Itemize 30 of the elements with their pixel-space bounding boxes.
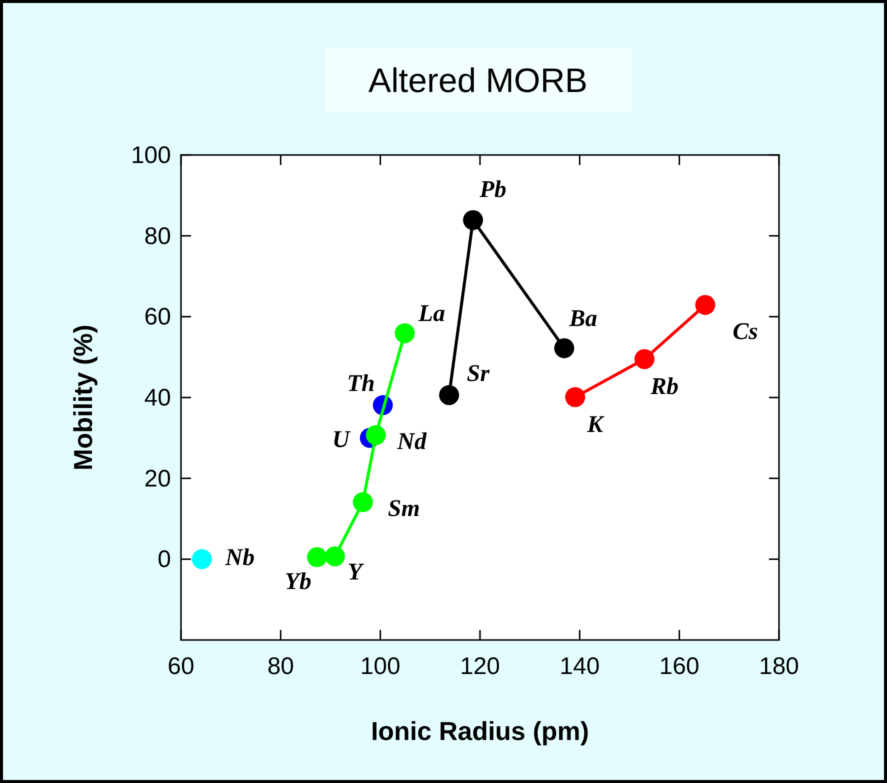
annotation: Ba xyxy=(568,306,598,332)
y-tick-label: 20 xyxy=(144,465,171,492)
annotation: La xyxy=(417,301,446,328)
y-tick-label: 100 xyxy=(130,142,171,169)
annotation: Rb xyxy=(649,374,678,400)
x-tick-label: 100 xyxy=(360,653,400,680)
annotation: Nb xyxy=(224,545,255,572)
x-tick-label: 140 xyxy=(560,653,600,680)
annotation: Cs xyxy=(732,318,758,345)
y-tick-label: 40 xyxy=(144,384,171,412)
annotation: K xyxy=(586,412,606,438)
annotation: Sm xyxy=(388,496,420,522)
x-tick-label: 80 xyxy=(267,653,294,680)
annotation: Nd xyxy=(396,429,428,456)
annotation: Pb xyxy=(478,177,506,204)
annotation: Yb xyxy=(284,569,312,596)
y-axis-title: Mobility (%) xyxy=(68,324,98,470)
x-tick-label: 180 xyxy=(758,653,800,680)
x-axis-title: Ionic Radius (pm) xyxy=(370,716,590,746)
x-tick-label: 120 xyxy=(460,653,500,680)
annotation: Sr xyxy=(466,361,490,388)
annotation: Th xyxy=(346,371,375,398)
y-tick-label: 80 xyxy=(144,222,171,250)
chart-title: Altered MORB xyxy=(368,62,588,100)
x-tick-label: 60 xyxy=(168,653,194,680)
y-tick-label: 60 xyxy=(144,304,171,331)
annotation: Y xyxy=(348,559,365,586)
y-tick-label: 0 xyxy=(158,546,171,574)
x-tick-label: 160 xyxy=(659,653,700,680)
annotation: U xyxy=(332,426,352,453)
